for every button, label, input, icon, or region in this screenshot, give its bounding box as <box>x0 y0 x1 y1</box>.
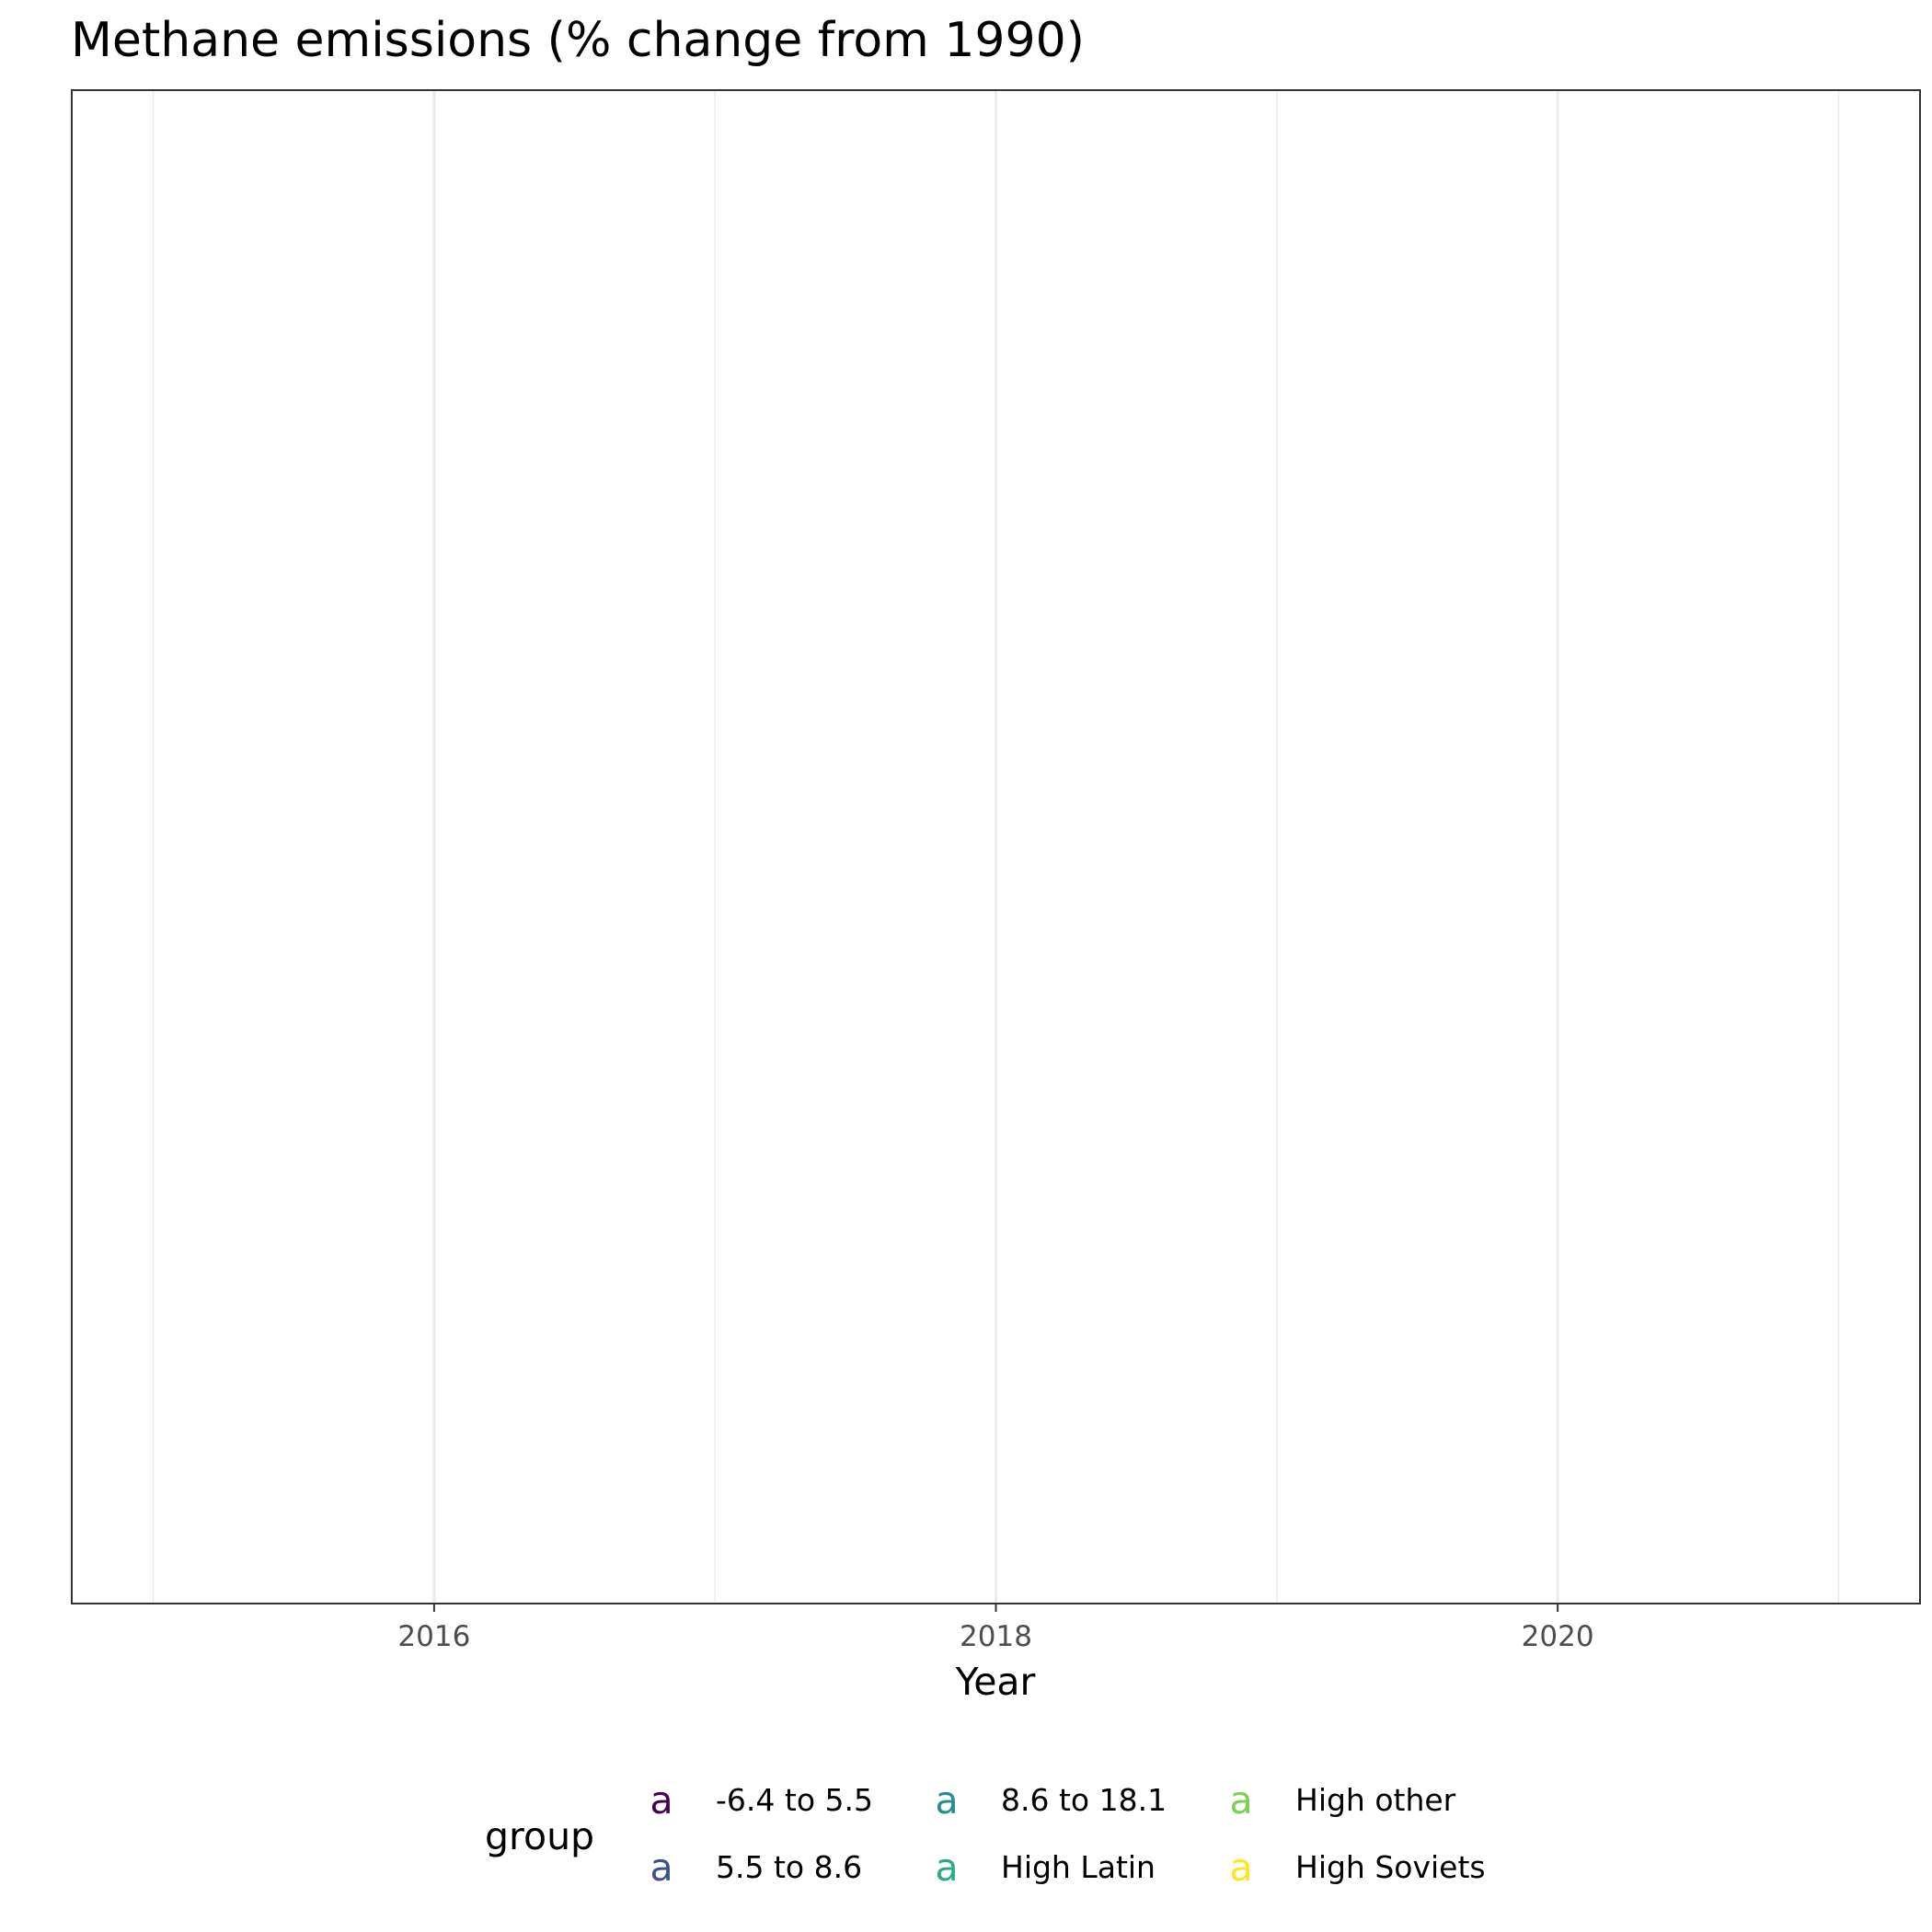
legend-key-glyph: a <box>1229 1846 1252 1890</box>
chart-title: Methane emissions (% change from 1990) <box>71 13 1085 68</box>
legend-key-glyph: a <box>935 1846 958 1890</box>
legend-key-glyph: a <box>935 1778 958 1823</box>
legend-entry-label: 8.6 to 18.1 <box>1001 1782 1167 1818</box>
legend-entry-label: High other <box>1295 1782 1456 1818</box>
legend-entry-label: High Soviets <box>1295 1849 1486 1885</box>
legend-key-glyph: a <box>650 1778 673 1823</box>
legend-key-glyph: a <box>1229 1778 1252 1823</box>
grid-layer <box>152 90 1840 1604</box>
x-axis: 2016 2018 2020 <box>397 1604 1594 1653</box>
legend-entry-label: High Latin <box>1001 1849 1156 1885</box>
legend-entry-label: 5.5 to 8.6 <box>716 1849 862 1885</box>
x-axis-title: Year <box>955 1660 1036 1704</box>
legend-key-glyph: a <box>650 1846 673 1890</box>
legend: group a -6.4 to 5.5 a 5.5 to 8.6 a 8.6 to 18.… <box>485 1778 1486 1890</box>
x-tick-label: 2016 <box>397 1620 470 1653</box>
x-tick-label: 2018 <box>960 1620 1032 1653</box>
legend-entry-label: -6.4 to 5.5 <box>716 1782 873 1818</box>
x-tick-label: 2020 <box>1522 1620 1594 1653</box>
legend-title: group <box>485 1814 594 1858</box>
